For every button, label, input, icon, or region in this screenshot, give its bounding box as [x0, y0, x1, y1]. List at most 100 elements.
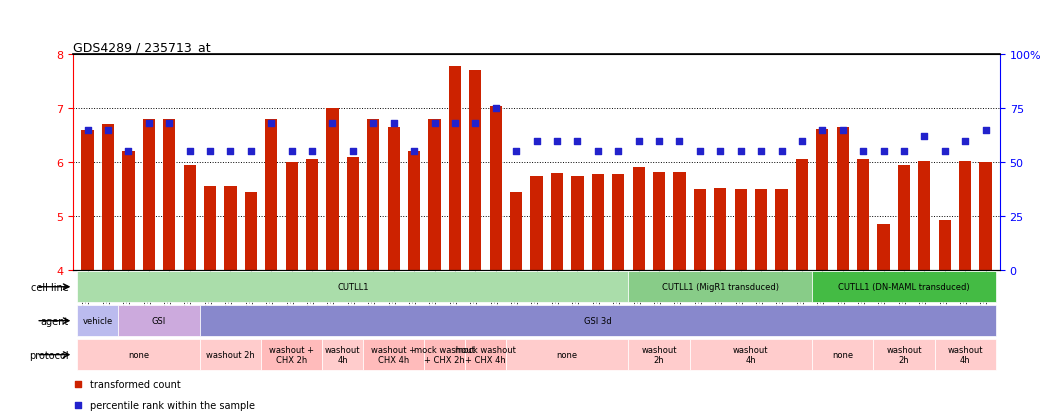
Bar	[817, 129, 828, 270]
Bar	[245, 192, 257, 270]
Bar	[673, 172, 686, 270]
Point	[365, 121, 382, 127]
Text: vehicle: vehicle	[83, 316, 113, 325]
Bar	[857, 160, 869, 270]
Text: washout +
CHX 2h: washout + CHX 2h	[269, 345, 314, 364]
FancyBboxPatch shape	[935, 339, 996, 370]
Point	[589, 149, 606, 155]
Bar	[714, 188, 727, 270]
Bar	[265, 120, 277, 270]
Text: cell line: cell line	[31, 282, 69, 292]
Bar	[82, 131, 93, 270]
Bar	[286, 163, 297, 270]
Bar	[102, 125, 114, 270]
Bar	[122, 152, 134, 270]
Bar	[204, 187, 216, 270]
Point	[80, 127, 96, 134]
Point	[691, 149, 708, 155]
FancyBboxPatch shape	[261, 339, 322, 370]
Bar	[572, 176, 583, 270]
Text: transformed count: transformed count	[90, 379, 181, 389]
Bar	[776, 190, 787, 270]
Bar	[755, 190, 767, 270]
Bar	[510, 192, 522, 270]
Text: GSI: GSI	[152, 316, 166, 325]
Point	[69, 381, 86, 387]
Point	[488, 106, 505, 112]
Point	[69, 401, 86, 408]
Bar	[224, 187, 237, 270]
Bar	[939, 221, 951, 270]
Text: mock washout
+ CHX 4h: mock washout + CHX 4h	[455, 345, 516, 364]
Point	[344, 149, 361, 155]
Point	[936, 149, 953, 155]
Bar	[428, 120, 441, 270]
Point	[263, 121, 280, 127]
Point	[426, 121, 443, 127]
FancyBboxPatch shape	[690, 339, 812, 370]
FancyBboxPatch shape	[322, 339, 363, 370]
FancyBboxPatch shape	[873, 339, 935, 370]
Point	[181, 149, 198, 155]
Text: agent: agent	[41, 316, 69, 326]
FancyBboxPatch shape	[812, 339, 873, 370]
Point	[916, 134, 933, 140]
Point	[609, 149, 626, 155]
Point	[304, 149, 320, 155]
Point	[630, 138, 647, 145]
Text: washout 2h: washout 2h	[206, 350, 254, 359]
Point	[773, 149, 789, 155]
Bar	[877, 225, 890, 270]
Point	[650, 138, 667, 145]
Bar	[694, 190, 706, 270]
Point	[569, 138, 585, 145]
Point	[140, 121, 157, 127]
Point	[977, 127, 994, 134]
Text: none: none	[557, 350, 578, 359]
Bar	[959, 161, 972, 270]
Point	[834, 127, 851, 134]
Text: none: none	[832, 350, 853, 359]
Text: CUTLL1 (DN-MAML transduced): CUTLL1 (DN-MAML transduced)	[839, 282, 970, 292]
Point	[671, 138, 688, 145]
Bar	[469, 70, 482, 270]
Point	[99, 127, 116, 134]
Point	[753, 149, 770, 155]
FancyBboxPatch shape	[118, 306, 200, 336]
Point	[325, 121, 341, 127]
FancyBboxPatch shape	[506, 339, 628, 370]
Bar	[387, 128, 400, 270]
Bar	[918, 161, 931, 270]
FancyBboxPatch shape	[363, 339, 424, 370]
Point	[161, 121, 178, 127]
Text: none: none	[128, 350, 149, 359]
Point	[467, 121, 484, 127]
Point	[385, 121, 402, 127]
Point	[222, 149, 239, 155]
Text: GDS4289 / 235713_at: GDS4289 / 235713_at	[73, 41, 210, 54]
Point	[549, 138, 565, 145]
Text: GSI 3d: GSI 3d	[584, 316, 611, 325]
Text: percentile rank within the sample: percentile rank within the sample	[90, 400, 255, 410]
FancyBboxPatch shape	[465, 339, 506, 370]
Bar	[796, 160, 808, 270]
Point	[712, 149, 729, 155]
Text: washout
4h: washout 4h	[733, 345, 768, 364]
Point	[406, 149, 423, 155]
Bar	[837, 128, 849, 270]
FancyBboxPatch shape	[200, 306, 996, 336]
Text: CUTLL1 (MigR1 transduced): CUTLL1 (MigR1 transduced)	[662, 282, 779, 292]
FancyBboxPatch shape	[77, 306, 118, 336]
Text: washout
4h: washout 4h	[948, 345, 983, 364]
FancyBboxPatch shape	[812, 272, 996, 302]
Bar	[653, 172, 665, 270]
Point	[814, 127, 830, 134]
Bar	[592, 175, 604, 270]
Text: washout
2h: washout 2h	[642, 345, 676, 364]
Bar	[306, 160, 318, 270]
Point	[284, 149, 300, 155]
Point	[508, 149, 525, 155]
Point	[202, 149, 219, 155]
Bar	[367, 120, 379, 270]
Bar	[612, 175, 624, 270]
